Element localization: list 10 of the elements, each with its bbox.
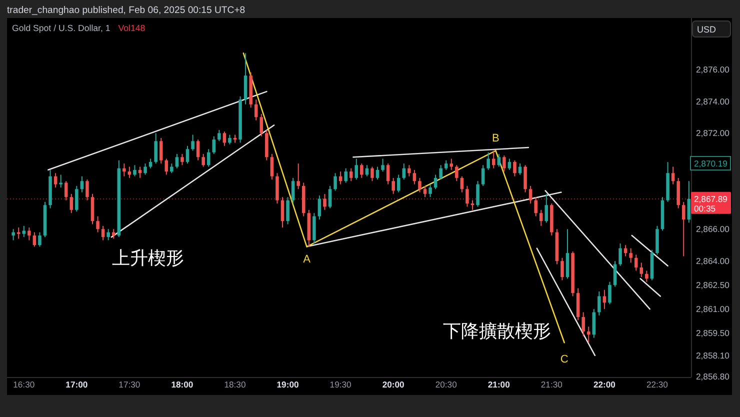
annotation: A	[303, 254, 310, 266]
annotation: 下降擴散楔形	[443, 321, 551, 341]
annotation: 00:35	[694, 203, 716, 214]
annotation: USD	[697, 24, 716, 34]
annotation: 上升楔形	[112, 248, 184, 268]
annotation: Vol148	[118, 23, 146, 33]
annotation: trader_changhao published, Feb 06, 2025 00:15 UTC+8	[7, 5, 246, 16]
annotation: C	[560, 354, 568, 366]
annotation: B	[492, 132, 500, 145]
title: Gold Spot / U.S. Dollar, 1	[12, 23, 110, 33]
